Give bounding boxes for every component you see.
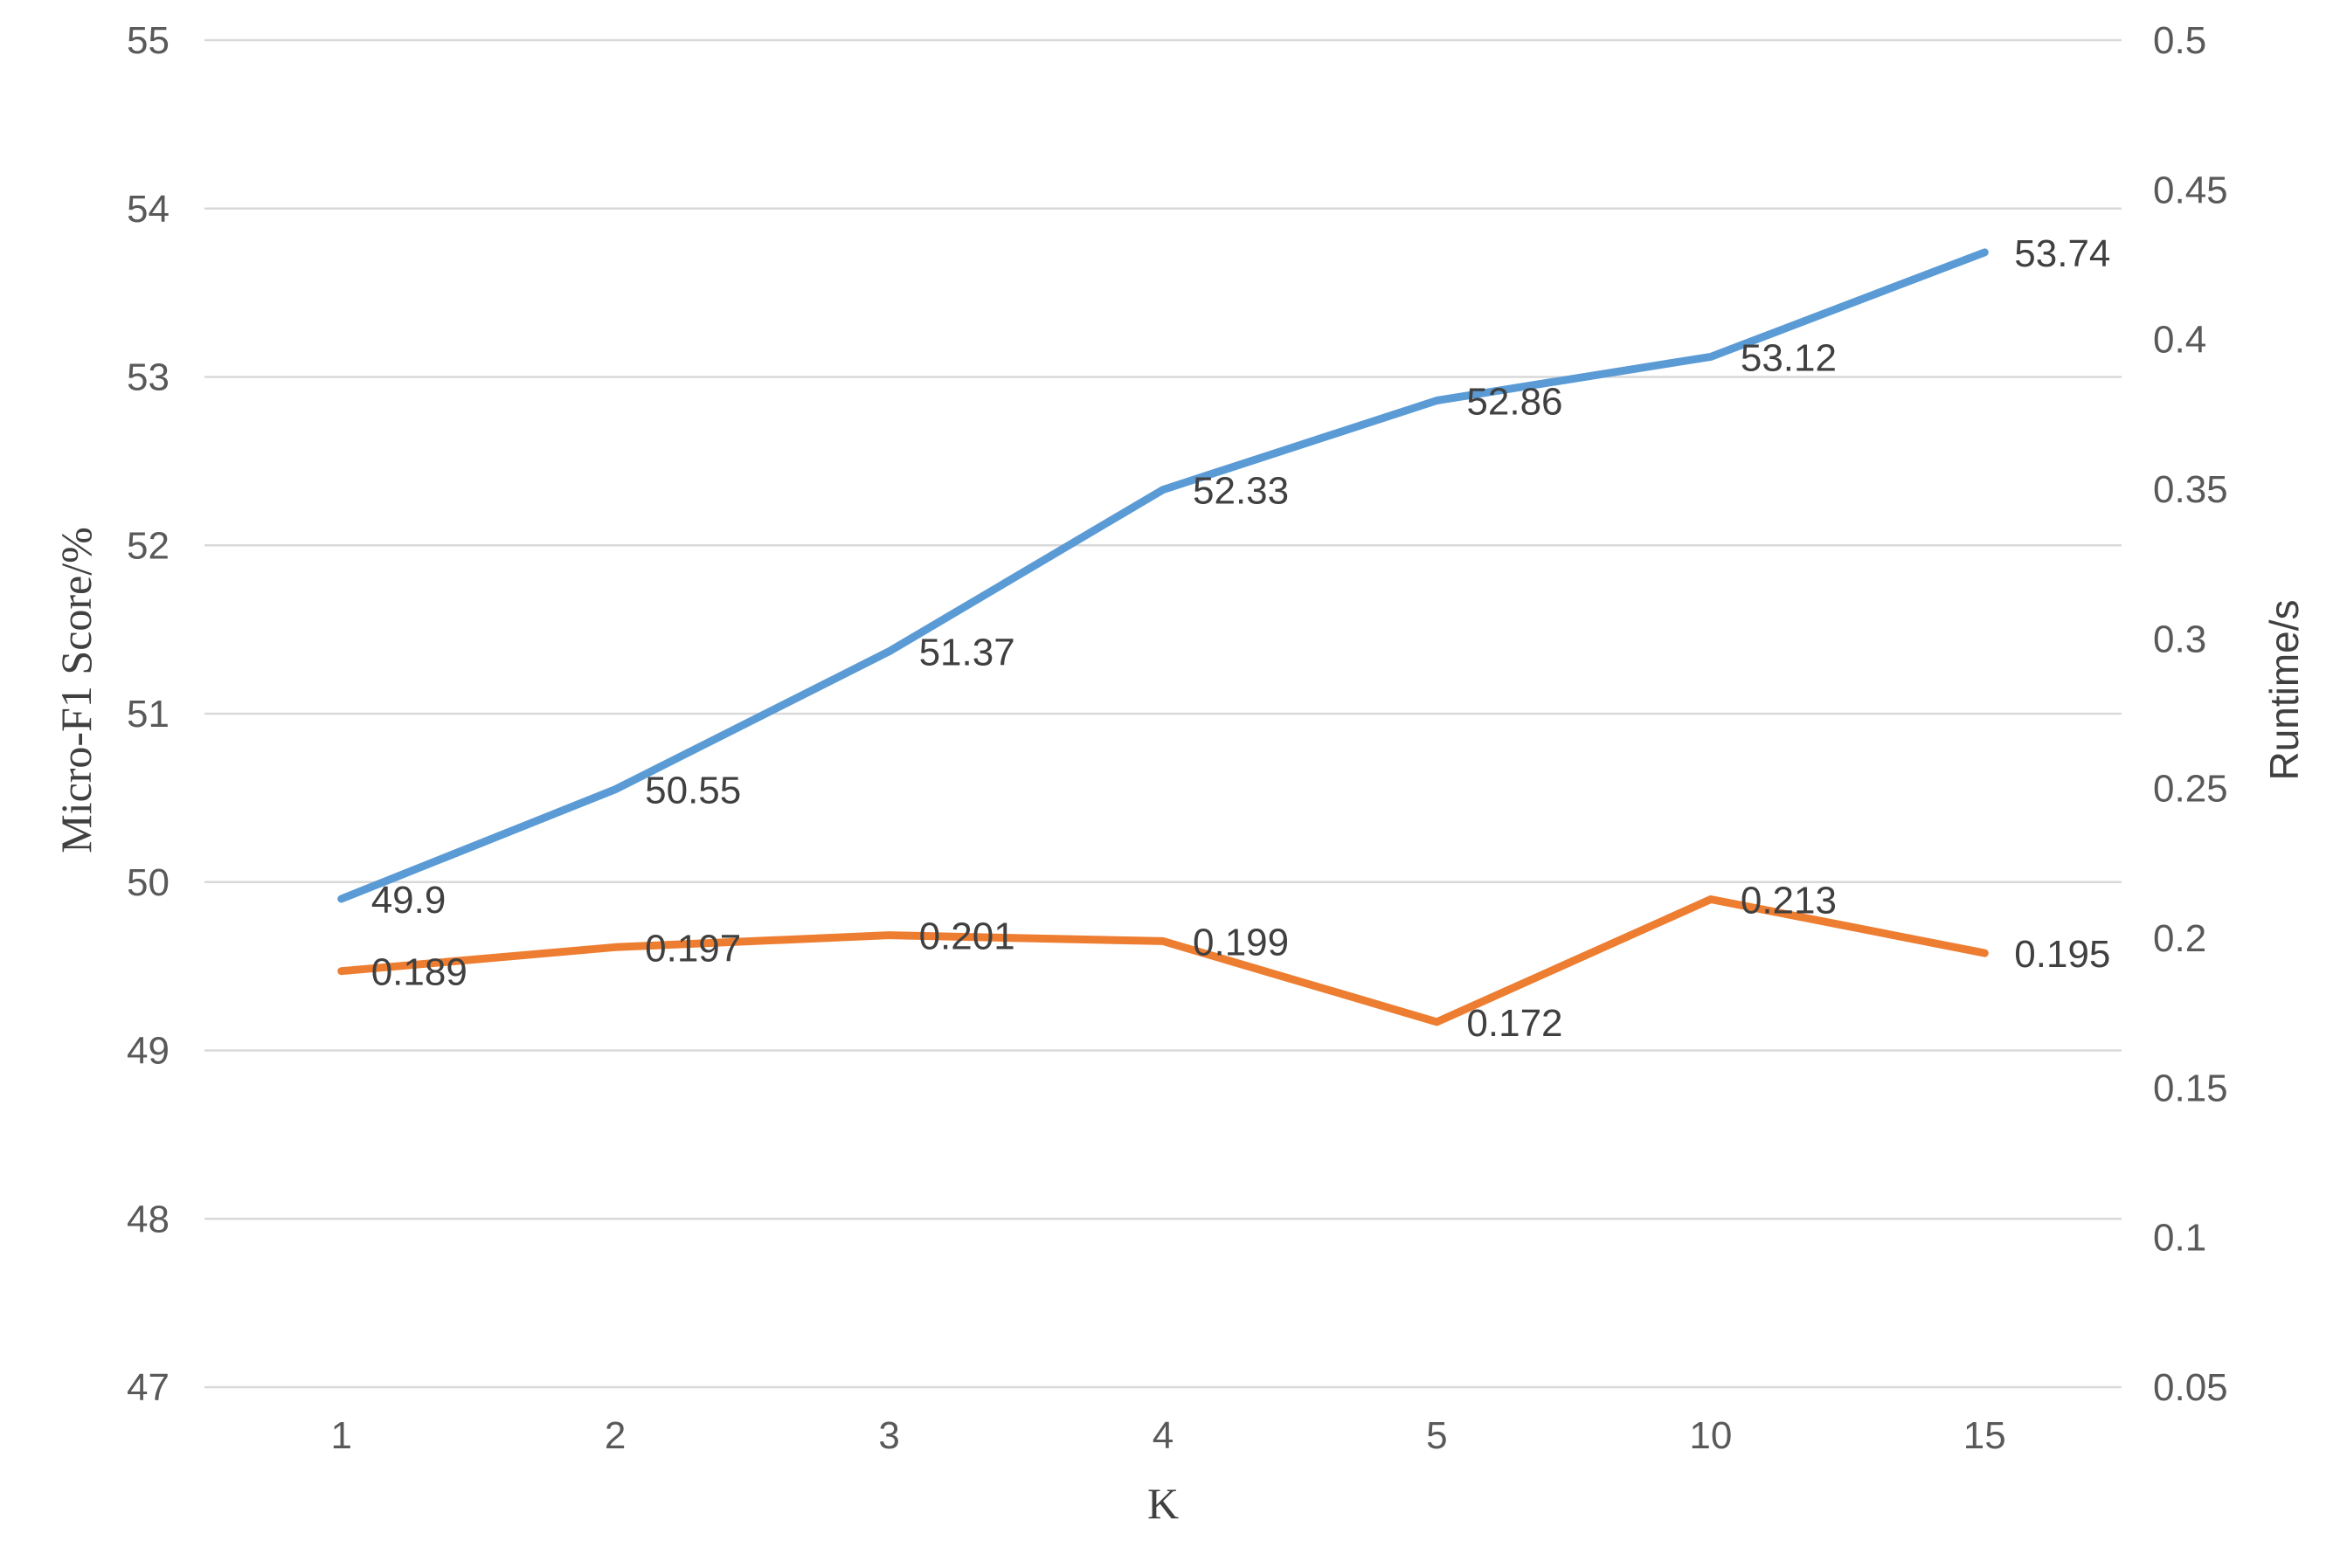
runtime-data-label: 0.189 bbox=[371, 951, 467, 994]
right-y-tick-label: 0.1 bbox=[2153, 1217, 2206, 1260]
micro-f1-series-line bbox=[337, 248, 1989, 903]
micro-f1-data-label: 51.37 bbox=[919, 632, 1015, 674]
micro-f1-data-label: 50.55 bbox=[645, 770, 741, 812]
micro-f1-data-label: 49.9 bbox=[371, 879, 447, 922]
x-tick-label: 10 bbox=[1689, 1414, 1732, 1457]
x-axis-ticks: 1 2 3 4 5 10 15 bbox=[330, 1414, 2005, 1457]
micro-f1-data-label: 52.33 bbox=[1193, 470, 1289, 513]
x-tick-label: 15 bbox=[1963, 1414, 2006, 1457]
left-y-tick-label: 53 bbox=[127, 356, 170, 399]
micro-f1-data-label: 52.86 bbox=[1466, 380, 1562, 423]
series-lines bbox=[337, 248, 1989, 1026]
right-y-tick-label: 0.45 bbox=[2153, 169, 2228, 211]
left-y-tick-label: 47 bbox=[127, 1366, 170, 1409]
x-tick-label: 3 bbox=[878, 1414, 899, 1457]
x-axis-title: K bbox=[1147, 1479, 1179, 1528]
right-y-tick-label: 0.15 bbox=[2153, 1067, 2228, 1109]
gridlines bbox=[204, 38, 2122, 1389]
left-y-axis-ticks: 47 48 49 50 51 52 53 54 55 bbox=[127, 19, 170, 1409]
runtime-data-label: 0.195 bbox=[2014, 933, 2110, 976]
left-y-tick-label: 54 bbox=[127, 188, 170, 231]
right-y-axis-ticks: 0.05 0.1 0.15 0.2 0.25 0.3 0.35 0.4 0.45 0.5 bbox=[2153, 19, 2228, 1409]
runtime-series-line bbox=[337, 895, 1989, 1026]
micro-f1-data-label: 53.74 bbox=[2014, 232, 2110, 275]
left-y-tick-label: 55 bbox=[127, 19, 170, 62]
x-tick-label: 5 bbox=[1426, 1414, 1447, 1457]
right-y-tick-label: 0.5 bbox=[2153, 19, 2206, 62]
runtime-data-label: 0.201 bbox=[919, 915, 1015, 958]
x-tick-label: 4 bbox=[1153, 1414, 1174, 1457]
right-y-tick-label: 0.4 bbox=[2153, 319, 2206, 362]
micro-f1-data-label: 53.12 bbox=[1741, 336, 1837, 379]
x-tick-label: 1 bbox=[330, 1414, 351, 1457]
left-y-tick-label: 52 bbox=[127, 524, 170, 567]
right-y-tick-label: 0.25 bbox=[2153, 768, 2228, 811]
left-y-tick-label: 51 bbox=[127, 693, 170, 736]
runtime-data-label: 0.199 bbox=[1193, 921, 1289, 964]
left-y-tick-label: 48 bbox=[127, 1198, 170, 1240]
runtime-data-label: 0.172 bbox=[1466, 1002, 1562, 1045]
right-y-tick-label: 0.05 bbox=[2153, 1366, 2228, 1409]
left-y-tick-label: 50 bbox=[127, 861, 170, 904]
runtime-data-label: 0.213 bbox=[1741, 879, 1837, 922]
data-labels: 49.9 50.55 51.37 52.33 52.86 53.12 53.74 0.189 0… bbox=[371, 232, 2111, 1045]
runtime-data-label: 0.197 bbox=[645, 927, 741, 970]
x-tick-label: 2 bbox=[605, 1414, 626, 1457]
right-y-tick-label: 0.3 bbox=[2153, 618, 2206, 660]
right-y-tick-label: 0.2 bbox=[2153, 917, 2206, 960]
left-y-tick-label: 49 bbox=[127, 1030, 170, 1073]
right-y-axis-title: Runtime/s bbox=[2261, 599, 2307, 780]
left-y-axis-title: Micro-F1 Score/% bbox=[52, 527, 100, 853]
right-y-tick-label: 0.35 bbox=[2153, 468, 2228, 511]
